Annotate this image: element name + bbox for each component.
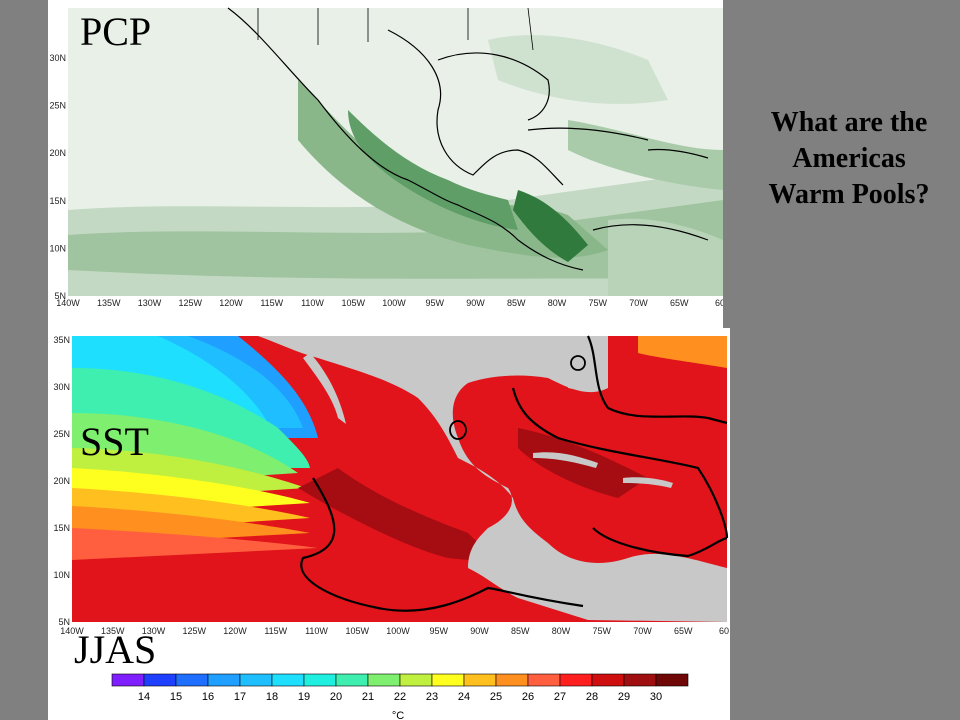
pcp-lon-tick: 70W bbox=[629, 298, 648, 308]
pcp-lon-tick: 100W bbox=[382, 298, 406, 308]
colorbar-swatch bbox=[591, 673, 625, 687]
pcp-lon-tick: 85W bbox=[507, 298, 526, 308]
sst-lon-tick: 105W bbox=[345, 626, 369, 636]
colorbar-tick-label: 24 bbox=[458, 691, 470, 703]
sst-lon-tick: 80W bbox=[552, 626, 571, 636]
pcp-lat-tick: 20N bbox=[49, 148, 66, 158]
sst-lon-tick: 70W bbox=[633, 626, 652, 636]
pcp-lon-tick: 140W bbox=[56, 298, 80, 308]
colorbar-tick-label: 14 bbox=[138, 691, 150, 703]
pcp-lat-tick: 5N bbox=[54, 291, 66, 301]
colorbar-swatch bbox=[431, 673, 465, 687]
pcp-lon-tick: 60 bbox=[715, 298, 723, 308]
colorbar-swatch bbox=[175, 673, 209, 687]
colorbar-tick-label: 25 bbox=[490, 691, 502, 703]
sst-colorbar: 14 15 16 17 18 19 20 21 22 23 24 25 26 27 28 29 30 °C bbox=[100, 668, 700, 720]
sst-lon-tick: 95W bbox=[429, 626, 448, 636]
sst-lon-tick: 75W bbox=[592, 626, 611, 636]
sst-lon-tick: 135W bbox=[101, 626, 125, 636]
pcp-label: PCP bbox=[80, 9, 152, 54]
colorbar-tick-label: 18 bbox=[266, 691, 278, 703]
question-line-3: Warm Pools? bbox=[768, 179, 930, 210]
pcp-lat-tick: 25N bbox=[49, 101, 66, 111]
sst-label: SST bbox=[80, 419, 149, 464]
sst-lat-tick: 5N bbox=[58, 617, 70, 627]
question-line-1: What are the bbox=[770, 107, 928, 138]
colorbar-swatch bbox=[623, 673, 657, 687]
colorbar-swatch bbox=[367, 673, 401, 687]
colorbar-graphic: 14 15 16 17 18 19 20 21 22 23 24 25 26 27 28 29 30 °C bbox=[111, 673, 689, 720]
colorbar-swatch bbox=[111, 673, 145, 687]
sst-map-graphic: 140W 135W 130W 125W 120W 115W 110W 105W 100W 95W 9… bbox=[53, 335, 729, 636]
precipitation-map-graphic: 140W 135W 130W 125W 120W 115W 110W 105W 100W 95W 9… bbox=[49, 7, 723, 308]
colorbar-swatch bbox=[655, 673, 689, 687]
sst-lon-tick: 115W bbox=[264, 626, 287, 636]
slide-question: What are the Americas Warm Pools? bbox=[740, 105, 958, 213]
pcp-lon-tick: 90W bbox=[466, 298, 485, 308]
pcp-lat-tick: 15N bbox=[49, 196, 66, 206]
sst-lat-tick: 25N bbox=[53, 429, 70, 439]
season-label: JJAS bbox=[74, 627, 157, 672]
colorbar-tick-label: 22 bbox=[394, 691, 406, 703]
sst-lon-tick: 65W bbox=[674, 626, 693, 636]
sst-lon-tick: 130W bbox=[142, 626, 166, 636]
pcp-lon-tick: 120W bbox=[219, 298, 243, 308]
colorbar-tick-label: 19 bbox=[298, 691, 310, 703]
pcp-lon-tick: 105W bbox=[341, 298, 365, 308]
pcp-lat-tick: 10N bbox=[49, 243, 66, 253]
sst-lon-tick: 90W bbox=[470, 626, 489, 636]
sst-map: 140W 135W 130W 125W 120W 115W 110W 105W 100W 95W 9… bbox=[48, 328, 730, 720]
precipitation-map: 140W 135W 130W 125W 120W 115W 110W 105W 100W 95W 9… bbox=[48, 0, 723, 328]
colorbar-tick-label: 15 bbox=[170, 691, 182, 703]
pcp-lon-tick: 125W bbox=[178, 298, 202, 308]
sst-lon-tick: 85W bbox=[511, 626, 530, 636]
colorbar-tick-label: 30 bbox=[650, 691, 662, 703]
sst-lat-tick: 10N bbox=[53, 570, 70, 580]
pcp-lon-tick: 65W bbox=[670, 298, 689, 308]
pcp-lon-tick: 115W bbox=[260, 298, 283, 308]
pcp-lon-tick: 75W bbox=[588, 298, 607, 308]
colorbar-tick-label: 16 bbox=[202, 691, 214, 703]
sst-lat-tick: 30N bbox=[53, 382, 70, 392]
pcp-lon-tick: 80W bbox=[548, 298, 567, 308]
colorbar-swatch bbox=[463, 673, 497, 687]
colorbar-swatch bbox=[559, 673, 593, 687]
pcp-lon-tick: 110W bbox=[301, 298, 324, 308]
colorbar-swatch bbox=[207, 673, 241, 687]
sst-lon-tick: 100W bbox=[386, 626, 410, 636]
sst-lon-tick: 110W bbox=[305, 626, 328, 636]
sst-lon-tick: 120W bbox=[223, 626, 247, 636]
colorbar-tick-label: 17 bbox=[234, 691, 246, 703]
question-line-2: Americas bbox=[792, 143, 906, 174]
sst-lat-tick: 20N bbox=[53, 476, 70, 486]
colorbar-tick-label: 29 bbox=[618, 691, 630, 703]
colorbar-swatch bbox=[143, 673, 177, 687]
colorbar-swatch bbox=[527, 673, 561, 687]
sst-lat-tick: 35N bbox=[53, 335, 70, 345]
colorbar-tick-label: 21 bbox=[362, 691, 374, 703]
colorbar-tick-label: 20 bbox=[330, 691, 342, 703]
colorbar-swatch bbox=[335, 673, 369, 687]
colorbar-swatch bbox=[303, 673, 337, 687]
pcp-lon-tick: 130W bbox=[138, 298, 162, 308]
sst-lon-tick: 60 bbox=[719, 626, 729, 636]
colorbar-swatch bbox=[399, 673, 433, 687]
colorbar-tick-label: 23 bbox=[426, 691, 438, 703]
colorbar-swatch bbox=[271, 673, 305, 687]
pcp-lon-tick: 135W bbox=[97, 298, 121, 308]
pcp-lon-tick: 95W bbox=[425, 298, 444, 308]
colorbar-swatch bbox=[239, 673, 273, 687]
sst-lon-tick: 140W bbox=[60, 626, 84, 636]
colorbar-unit: °C bbox=[392, 710, 404, 720]
colorbar-swatch bbox=[495, 673, 529, 687]
colorbar-tick-label: 26 bbox=[522, 691, 534, 703]
colorbar-tick-label: 27 bbox=[554, 691, 566, 703]
sst-lat-tick: 15N bbox=[53, 523, 70, 533]
colorbar-tick-label: 28 bbox=[586, 691, 598, 703]
sst-lon-tick: 125W bbox=[182, 626, 206, 636]
pcp-lat-tick: 30N bbox=[49, 53, 66, 63]
